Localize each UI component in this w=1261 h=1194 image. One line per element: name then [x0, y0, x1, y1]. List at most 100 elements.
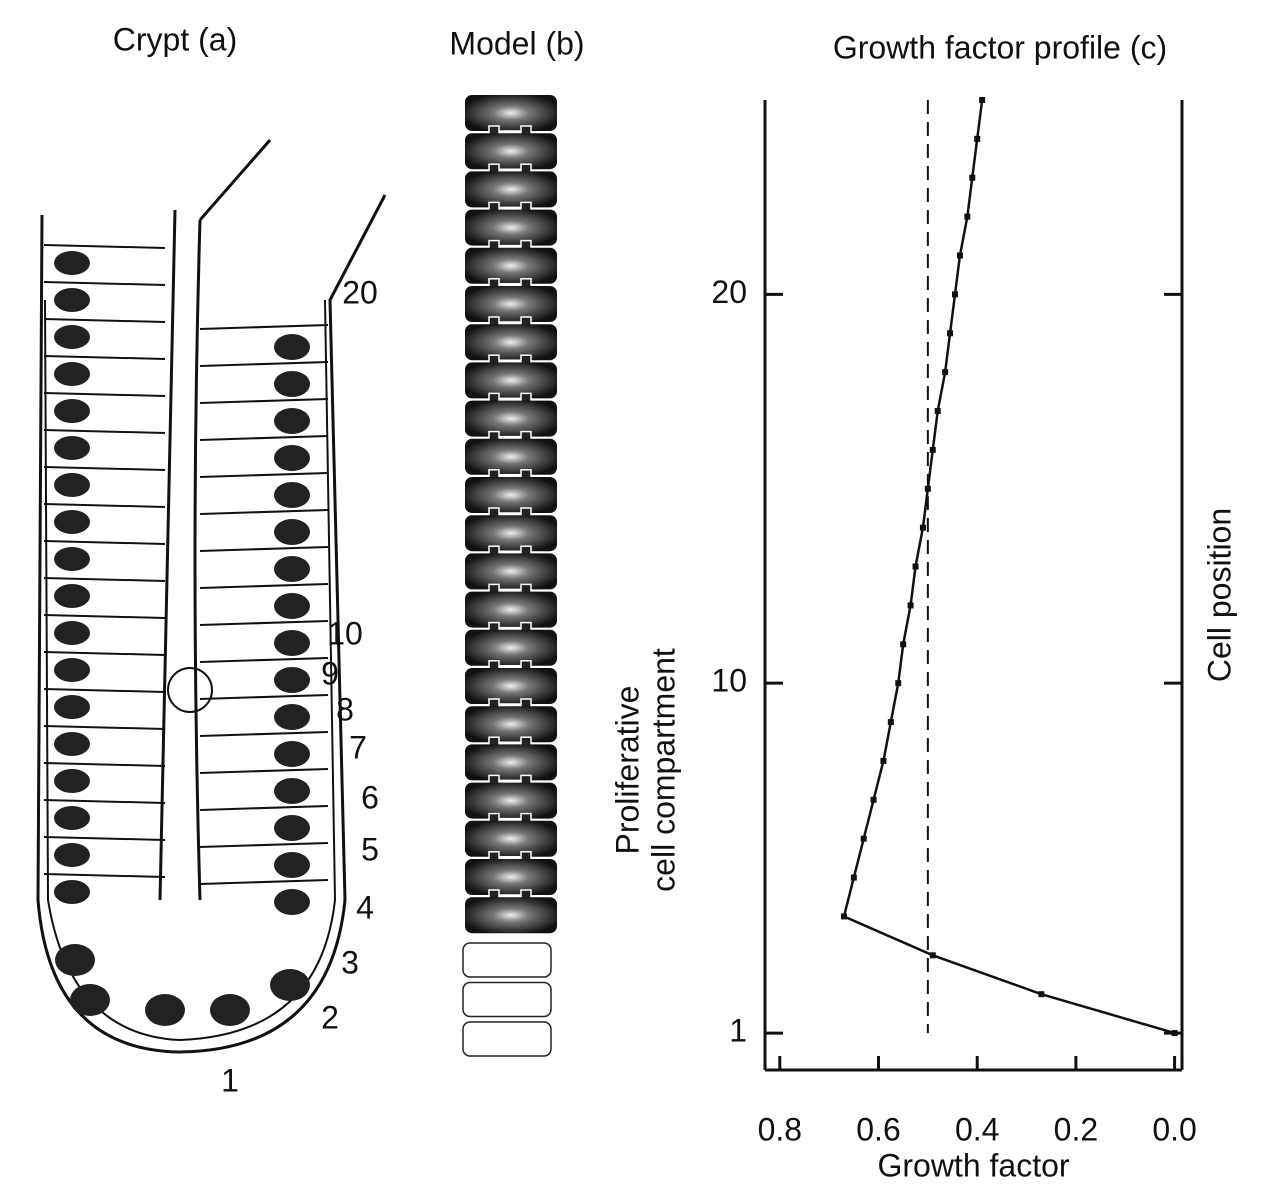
data-point	[1172, 1030, 1178, 1036]
cell-wall	[200, 510, 328, 514]
data-point	[900, 641, 906, 647]
cell-wall	[200, 584, 328, 588]
nucleus	[70, 984, 110, 1016]
model-cell	[465, 744, 557, 780]
model-cell	[465, 706, 557, 742]
x-tick-label: 0.8	[758, 1111, 802, 1147]
nucleus	[270, 969, 310, 1001]
figure: Crypt (a) Model (b) Growth factor profil…	[0, 0, 1261, 1189]
cell-wall	[44, 874, 165, 877]
data-point	[895, 680, 901, 686]
cell-number: 7	[349, 729, 367, 765]
compartment-label: Proliferative	[609, 686, 645, 855]
nucleus	[274, 852, 310, 878]
nucleus	[54, 399, 90, 423]
model-cell	[465, 897, 557, 933]
cell-wall	[44, 800, 165, 803]
cell-wall	[44, 467, 165, 470]
data-point	[969, 175, 975, 181]
nucleus	[274, 482, 310, 508]
cell-wall	[44, 430, 165, 433]
nucleus	[274, 556, 310, 582]
model-cell	[465, 95, 557, 131]
cell-wall	[44, 837, 165, 840]
model-cell	[465, 362, 557, 398]
nucleus	[210, 994, 250, 1026]
nucleus	[274, 593, 310, 619]
nucleus	[274, 704, 310, 730]
data-point	[974, 136, 980, 142]
cell-wall	[200, 695, 328, 699]
chart-title: Growth factor profile (c)	[833, 29, 1167, 65]
data-point	[1038, 991, 1044, 997]
nucleus	[54, 658, 90, 682]
cell-wall	[44, 356, 165, 359]
crypt-title: Crypt (a)	[113, 21, 237, 57]
data-point	[930, 447, 936, 453]
model-cell	[465, 401, 557, 437]
data-point	[930, 952, 936, 958]
cell-wall	[44, 652, 165, 655]
nucleus	[54, 843, 90, 867]
cell-wall	[44, 282, 165, 285]
cell-wall	[200, 658, 328, 662]
data-point	[952, 291, 958, 297]
nucleus	[274, 371, 310, 397]
cell-wall	[200, 880, 328, 884]
mitotic-cell	[168, 668, 212, 712]
cell-wall	[200, 732, 328, 736]
nucleus	[54, 880, 90, 904]
nucleus	[54, 769, 90, 793]
nucleus	[274, 408, 310, 434]
data-point	[947, 330, 953, 336]
cell-wall	[44, 504, 165, 507]
cell-wall	[44, 541, 165, 544]
cell-wall	[44, 393, 165, 396]
cell-number: 20	[342, 274, 378, 310]
cell-wall	[44, 615, 165, 618]
compartment-label: cell compartment	[645, 648, 681, 892]
nucleus	[54, 695, 90, 719]
model-cell	[465, 439, 557, 475]
model-cell-empty	[463, 983, 551, 1017]
cell-wall	[200, 473, 328, 477]
model-cell	[465, 668, 557, 704]
model-cell	[465, 248, 557, 284]
x-tick-label: 0.4	[955, 1111, 999, 1147]
cell-wall	[200, 362, 328, 366]
nucleus	[274, 741, 310, 767]
cell-wall	[200, 547, 328, 551]
x-axis-label: Growth factor	[877, 1147, 1069, 1183]
cell-wall	[200, 325, 328, 329]
nucleus	[54, 510, 90, 534]
data-point	[888, 719, 894, 725]
cell-wall	[200, 806, 328, 810]
nucleus	[54, 732, 90, 756]
cell-number: 5	[361, 831, 379, 867]
data-point	[957, 253, 963, 259]
nucleus	[274, 889, 310, 915]
cell-number: 3	[341, 944, 359, 980]
data-point	[979, 97, 985, 103]
y-tick-label: 1	[729, 1013, 747, 1049]
data-point	[920, 525, 926, 531]
nucleus	[274, 667, 310, 693]
nucleus	[274, 334, 310, 360]
y-axis-label: Cell position	[1201, 508, 1237, 682]
nucleus	[54, 288, 90, 312]
nucleus	[54, 362, 90, 386]
y-tick-label: 10	[711, 663, 747, 699]
model-column	[463, 95, 557, 1056]
nucleus	[54, 251, 90, 275]
data-point	[880, 758, 886, 764]
model-cell-empty	[463, 943, 551, 977]
nucleus	[55, 944, 95, 976]
data-point	[913, 564, 919, 570]
cell-wall	[200, 769, 328, 773]
cell-wall	[200, 621, 328, 625]
cell-number: 9	[321, 655, 339, 691]
cell-wall	[200, 843, 328, 847]
cell-wall	[200, 436, 328, 440]
model-cell	[465, 553, 557, 589]
cell-wall	[44, 726, 165, 729]
